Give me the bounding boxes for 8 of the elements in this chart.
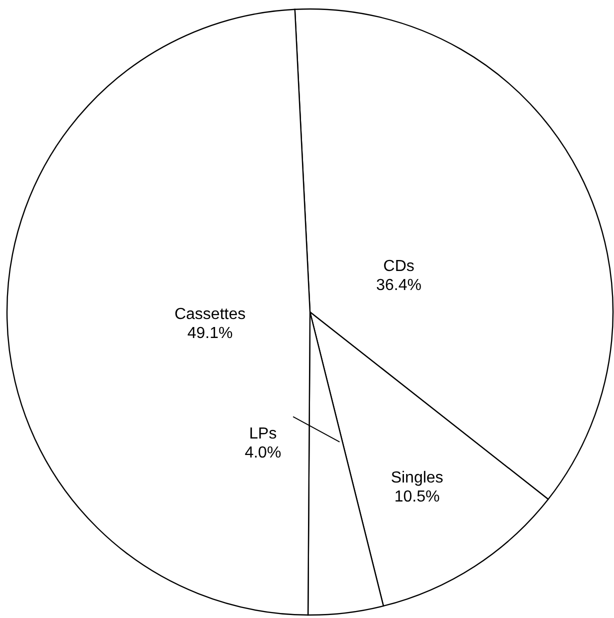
data-label: 4.0% <box>244 444 282 462</box>
legend-label: LPs <box>249 425 277 442</box>
slice-label: Cassettes <box>174 306 246 324</box>
data-label: 49.1% <box>187 325 233 342</box>
data-label: 10.5% <box>394 488 440 506</box>
data-label: 36.4% <box>376 277 422 294</box>
slice-label: CDs <box>383 258 414 276</box>
slice-label: Singles <box>390 469 444 486</box>
